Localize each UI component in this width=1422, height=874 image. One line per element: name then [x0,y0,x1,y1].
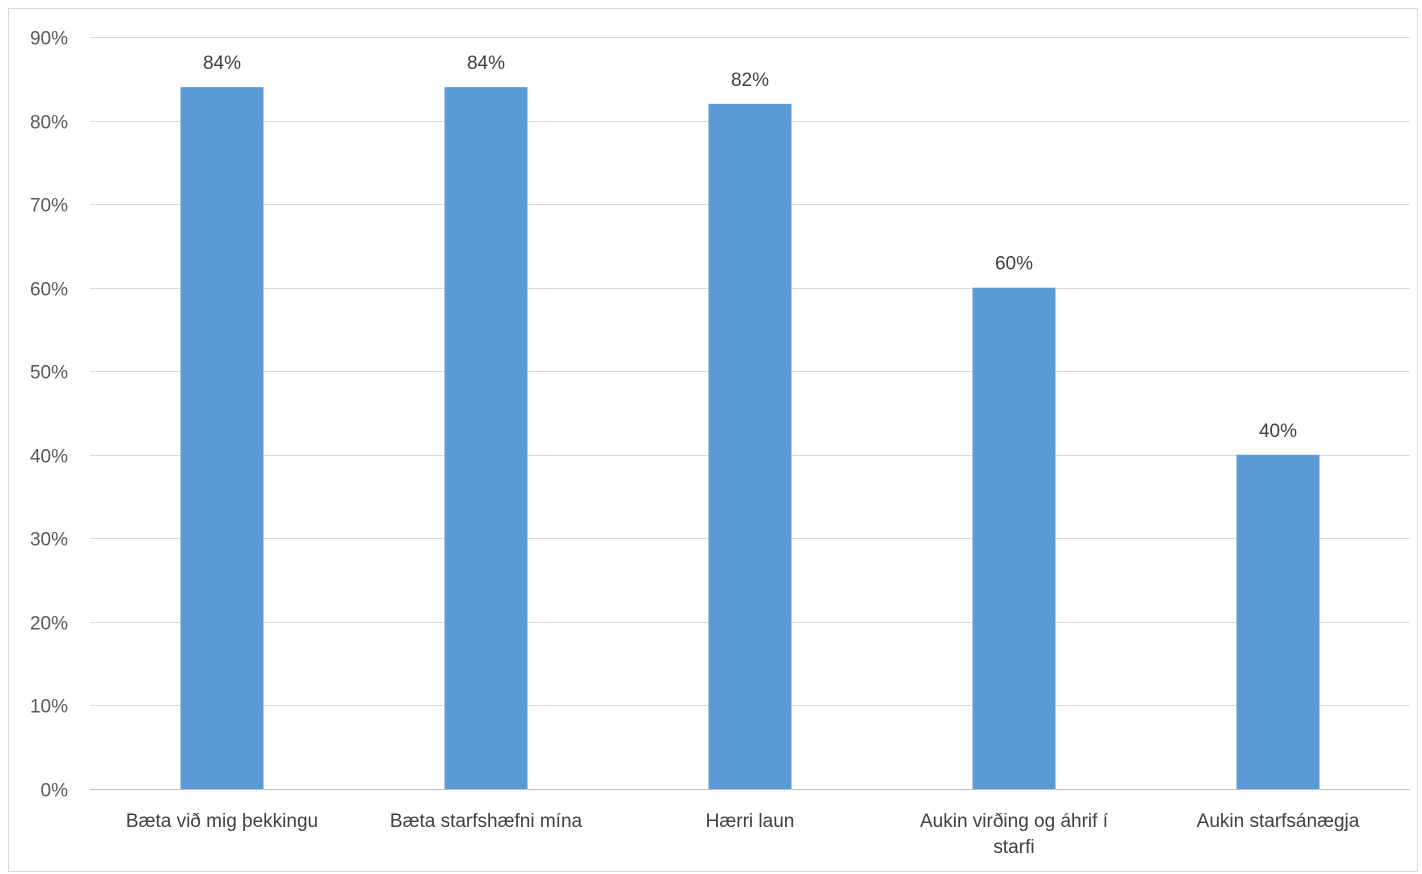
data-label: 60% [995,254,1033,275]
y-tick-label: 60% [30,280,68,301]
x-tick-label: Aukin virðing og áhrif í starfi [920,811,1109,858]
x-tick-label-line: Aukin starfsánægja [1197,811,1360,832]
bar [444,87,528,790]
y-tick-label: 40% [30,447,68,468]
y-axis-labels: 0% 10% 20% 30% 40% 50% 60% 70% 80% 90% [30,29,68,802]
y-tick-label: 30% [30,530,68,551]
x-tick-label: Bæta við mig þekkingu [126,811,318,832]
bar [972,287,1056,789]
x-tick-label: Hærri laun [706,811,795,832]
x-tick-label: Bæta starfshæfni mína [390,811,583,832]
y-tick-label: 70% [30,196,68,217]
x-axis-labels: Bæta við mig þekkingu Bæta starfshæfni mí… [126,811,1360,858]
x-tick-label: Aukin starfsánægja [1197,811,1360,832]
x-tick-label-line: Hærri laun [706,811,795,832]
bar [1236,454,1320,789]
data-labels: 84% 84% 82% 60% 40% [203,53,1297,442]
data-label: 84% [203,53,241,74]
y-tick-label: 0% [41,781,69,802]
bar [708,103,792,790]
bar [180,87,264,790]
x-tick-label-line: Bæta við mig þekkingu [126,811,318,832]
x-tick-label-line: starfi [993,837,1034,858]
x-tick-label-line: Aukin virðing og áhrif í [920,811,1109,832]
bars [180,87,1320,790]
y-tick-label: 20% [30,614,68,635]
data-label: 40% [1259,421,1297,442]
y-tick-label: 10% [30,697,68,718]
y-tick-label: 80% [30,113,68,134]
x-tick-label-line: Bæta starfshæfni mína [390,811,583,832]
y-tick-label: 50% [30,363,68,384]
y-tick-label: 90% [30,29,68,50]
data-label: 82% [731,70,769,91]
data-label: 84% [467,53,505,74]
